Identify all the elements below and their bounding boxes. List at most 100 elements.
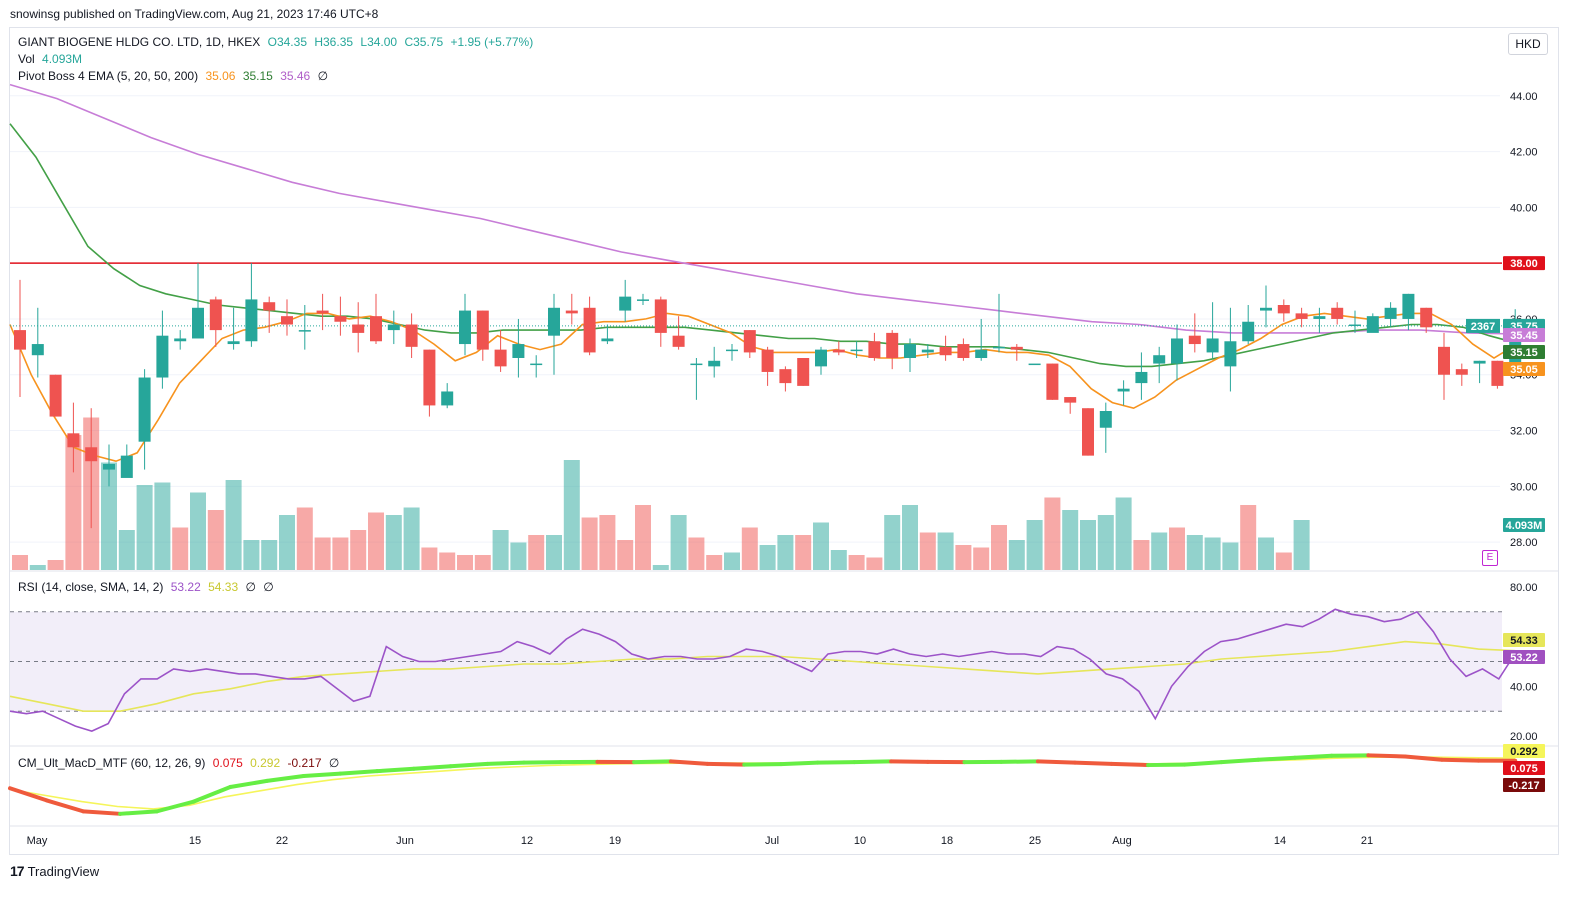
macd-line-segment bbox=[1439, 757, 1481, 763]
candle-body bbox=[14, 330, 26, 350]
candle-body bbox=[156, 335, 169, 378]
candle-body bbox=[1135, 371, 1148, 384]
volume-bar bbox=[12, 555, 28, 570]
macd-line-segment bbox=[1366, 753, 1408, 759]
candle-body bbox=[850, 349, 863, 352]
high-value: H36.35 bbox=[314, 35, 354, 49]
macd-line-segment bbox=[375, 766, 416, 774]
candle-body bbox=[1349, 324, 1361, 327]
volume-bar bbox=[741, 527, 758, 570]
volume-bar bbox=[1097, 515, 1114, 570]
time-tick-label: 15 bbox=[189, 835, 201, 847]
ema-label: Pivot Boss 4 EMA (5, 20, 50, 200) bbox=[18, 69, 199, 83]
macd-line-segment bbox=[1035, 759, 1077, 765]
candle-body bbox=[1117, 388, 1130, 392]
candle-body bbox=[512, 344, 525, 358]
rsi-line bbox=[9, 608, 1516, 732]
candle-body bbox=[49, 374, 62, 417]
low-value: L34.00 bbox=[360, 35, 398, 49]
symbol-name: GIANT BIOGENE HLDG CO. LTD, 1D, HKEX bbox=[18, 35, 261, 49]
candle-body bbox=[209, 299, 222, 331]
candle-body bbox=[316, 310, 329, 314]
earnings-icon[interactable]: E bbox=[1482, 550, 1498, 566]
macd-line-segment bbox=[1256, 755, 1297, 762]
candle-body bbox=[1331, 307, 1344, 319]
macd-tag-1: 0.292 bbox=[1510, 746, 1538, 758]
resistance-price-tag: 38.00 bbox=[1510, 258, 1538, 270]
volume-bar bbox=[652, 565, 669, 570]
candle-body bbox=[708, 360, 721, 367]
rsi-tag: 53.22 bbox=[1510, 652, 1538, 664]
candle-body bbox=[832, 349, 845, 353]
volume-bar bbox=[884, 515, 901, 570]
volume-legend: Vol 4.093M bbox=[18, 52, 86, 66]
candle-body bbox=[1224, 341, 1237, 367]
macd-tag-2: 0.075 bbox=[1510, 763, 1538, 775]
volume-bar bbox=[1186, 535, 1203, 570]
macd-line-segment bbox=[228, 778, 269, 789]
rsi-legend: RSI (14, close, SMA, 14, 2) 53.22 54.33 … bbox=[18, 580, 278, 594]
candle-body bbox=[548, 307, 560, 336]
candle-body bbox=[459, 310, 471, 345]
volume-bar bbox=[902, 505, 918, 570]
close-value: C35.75 bbox=[404, 35, 444, 49]
resistance-price-tag-bg bbox=[1503, 256, 1545, 271]
volume-bar bbox=[190, 492, 206, 570]
last-volume-tag: 2367 bbox=[1471, 321, 1495, 333]
candle-body bbox=[1260, 307, 1272, 311]
ema-price-tag: 35.45 bbox=[1510, 330, 1538, 342]
macd-line-segment bbox=[301, 771, 343, 779]
volume-bar bbox=[866, 557, 883, 570]
candle-body bbox=[174, 338, 187, 342]
candle-body bbox=[263, 302, 276, 311]
volume-bar bbox=[973, 547, 990, 570]
candle-body bbox=[1366, 316, 1379, 333]
chart-frame[interactable] bbox=[9, 27, 1559, 855]
rsi-extra2: ∅ bbox=[263, 580, 274, 594]
volume-bar bbox=[136, 485, 153, 570]
volume-bar bbox=[599, 515, 616, 570]
volume-bar bbox=[1026, 520, 1043, 570]
candle-body bbox=[370, 316, 382, 342]
time-tick-label: 25 bbox=[1029, 835, 1041, 847]
macd-tag-3: -0.217 bbox=[1508, 780, 1539, 792]
macd-line-segment bbox=[1109, 761, 1151, 768]
rsi-extra1: ∅ bbox=[245, 580, 256, 594]
tradingview-logo[interactable]: 17 TradingView bbox=[10, 863, 99, 879]
currency-button[interactable]: HKD bbox=[1508, 33, 1548, 55]
time-tick-label: May bbox=[27, 835, 48, 847]
price-tick-label: 44.00 bbox=[1510, 91, 1538, 103]
volume-bar bbox=[225, 480, 242, 570]
candle-body bbox=[1277, 305, 1290, 314]
candle-body bbox=[619, 296, 632, 311]
time-tick-label: 18 bbox=[941, 835, 953, 847]
macd-line-segment bbox=[338, 769, 380, 776]
volume-bar bbox=[296, 507, 313, 570]
candle-body bbox=[1064, 397, 1077, 403]
candle-body bbox=[1082, 408, 1094, 456]
rsi-value: 53.22 bbox=[170, 580, 201, 594]
volume-bar bbox=[314, 537, 331, 570]
candle-body bbox=[1438, 346, 1450, 375]
candle-body bbox=[1171, 338, 1183, 364]
volume-bar bbox=[474, 555, 491, 570]
volume-bar bbox=[207, 510, 224, 570]
macd-line-segment bbox=[1182, 760, 1224, 767]
rsi-ma-tag-bg bbox=[1503, 633, 1545, 647]
ema-price-tag-bg bbox=[1503, 328, 1545, 342]
time-tick-label: Jul bbox=[765, 835, 779, 847]
volume-label: Vol bbox=[18, 52, 35, 66]
candle-body bbox=[779, 369, 792, 384]
volume-bar bbox=[795, 535, 812, 570]
volume-bar bbox=[1133, 540, 1150, 570]
candle-body bbox=[1010, 346, 1023, 350]
volume-bar bbox=[101, 462, 117, 570]
ema5-line bbox=[9, 312, 1516, 463]
candle-body bbox=[67, 433, 80, 448]
candle-body bbox=[1402, 293, 1415, 319]
volume-bar bbox=[439, 552, 456, 570]
candle-body bbox=[476, 310, 489, 350]
macd-line-segment bbox=[705, 761, 747, 767]
candle-body bbox=[1384, 307, 1397, 319]
